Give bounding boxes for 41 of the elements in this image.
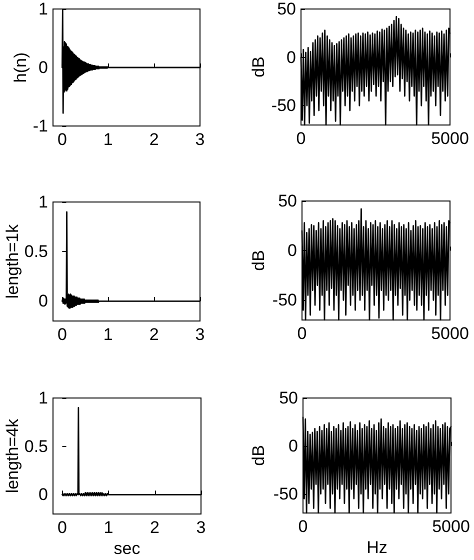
x-tick-label: 5000: [431, 324, 469, 343]
x-tick-label: 5000: [431, 129, 469, 148]
y-tick-label: 0: [38, 58, 48, 77]
y-tick-label: 0: [288, 436, 298, 456]
x-tick-label: 3: [195, 130, 205, 149]
x-tick-label: 3: [195, 325, 205, 344]
x-tick-label: 0: [57, 325, 67, 344]
x-tick-label: 1: [103, 325, 113, 344]
y-axis-title: h(n): [11, 52, 30, 83]
x-tick-label: 3: [196, 518, 206, 537]
x-tick-label: 0: [57, 130, 67, 149]
y-tick-label: 0: [38, 292, 48, 311]
x-tick-label: 1: [104, 518, 114, 537]
y-tick-label: 1: [38, 192, 48, 212]
y-tick-label: -50: [273, 484, 298, 504]
x-tick-label: 2: [149, 130, 159, 149]
y-tick-label: 1: [38, 0, 48, 18]
x-axis-title: sec: [114, 539, 141, 558]
y-axis-title: length=4k: [3, 418, 22, 494]
y-tick-label: -50: [271, 96, 296, 116]
y-tick-label: 50: [277, 0, 296, 18]
y-tick-label: 0: [288, 241, 297, 260]
x-axis-title: Hz: [366, 538, 388, 557]
y-tick-label: 0: [286, 48, 296, 67]
y-tick-label: -50: [272, 290, 297, 310]
y-tick-label: 0.5: [24, 242, 48, 262]
y-axis-title: dB: [249, 445, 268, 466]
x-tick-label: 2: [150, 518, 160, 537]
x-tick-label: 2: [149, 325, 159, 344]
x-tick-label: 1: [103, 130, 113, 149]
y-tick-label: 0.5: [24, 436, 48, 456]
x-tick-label: 0: [58, 518, 67, 537]
y-axis-title: dB: [249, 250, 268, 271]
y-axis-title: length=1k: [3, 224, 22, 299]
y-tick-label: 0: [38, 485, 48, 504]
y-tick-label: 50: [278, 192, 297, 210]
y-axis-title: dB: [249, 56, 268, 78]
y-tick-label: -1: [32, 116, 48, 136]
x-tick-label: 5000: [432, 517, 470, 536]
y-tick-label: 50: [279, 388, 298, 408]
y-tick-label: 1: [38, 388, 48, 408]
